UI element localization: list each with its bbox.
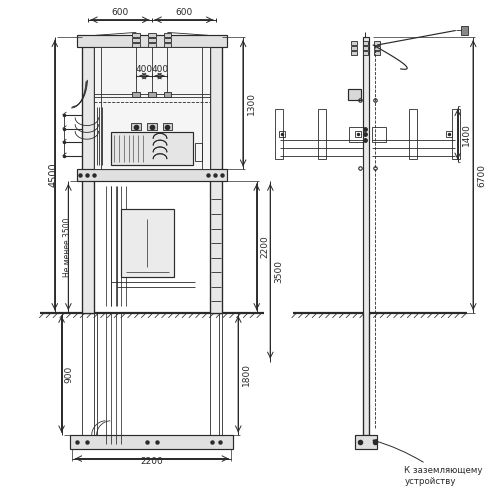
Bar xyxy=(452,109,460,158)
Bar xyxy=(460,26,468,35)
Bar xyxy=(164,43,172,47)
Bar xyxy=(132,123,141,131)
Text: 600: 600 xyxy=(176,8,192,17)
Bar xyxy=(147,123,156,131)
Bar xyxy=(132,38,140,42)
Bar xyxy=(132,43,140,47)
Bar xyxy=(374,51,380,55)
Bar xyxy=(164,33,172,37)
Bar xyxy=(132,33,140,37)
Text: Не менее 3500: Не менее 3500 xyxy=(64,217,72,277)
Bar xyxy=(279,132,285,137)
Text: 600: 600 xyxy=(111,8,128,17)
Bar xyxy=(318,109,326,158)
Bar xyxy=(148,33,156,37)
Bar xyxy=(362,41,368,45)
Bar xyxy=(349,127,362,142)
Bar xyxy=(148,43,156,47)
Text: 2200: 2200 xyxy=(260,236,270,258)
Bar xyxy=(164,38,172,42)
Bar xyxy=(362,51,368,55)
Text: 1300: 1300 xyxy=(247,92,256,115)
Bar xyxy=(362,46,368,50)
Bar xyxy=(162,123,172,131)
Text: 400: 400 xyxy=(136,65,152,74)
Bar xyxy=(94,47,210,169)
Bar xyxy=(194,143,202,160)
Bar xyxy=(355,132,360,137)
Bar xyxy=(77,169,227,181)
Bar xyxy=(111,132,192,165)
Bar xyxy=(210,37,222,313)
Bar xyxy=(351,51,356,55)
Bar xyxy=(82,37,94,313)
Bar xyxy=(132,92,140,98)
Text: 6700: 6700 xyxy=(477,164,486,187)
Bar xyxy=(148,92,156,98)
Bar xyxy=(148,38,156,42)
Bar xyxy=(446,132,452,137)
Bar xyxy=(70,435,234,449)
Bar xyxy=(348,89,360,100)
Bar xyxy=(351,46,356,50)
Text: 3500: 3500 xyxy=(274,260,283,283)
Bar xyxy=(355,435,377,449)
Text: 2200: 2200 xyxy=(140,457,163,466)
Bar xyxy=(362,37,370,435)
Bar xyxy=(164,92,172,98)
Text: 900: 900 xyxy=(64,365,74,383)
Text: 1800: 1800 xyxy=(242,363,251,386)
Text: 400: 400 xyxy=(151,65,168,74)
Bar xyxy=(374,41,380,45)
Bar xyxy=(351,41,356,45)
Bar xyxy=(372,127,386,142)
Bar xyxy=(121,209,174,277)
Text: 4500: 4500 xyxy=(48,163,58,188)
Bar xyxy=(77,35,227,47)
Bar xyxy=(275,109,283,158)
Text: К заземляющему
устройству: К заземляющему устройству xyxy=(373,440,483,486)
Bar xyxy=(374,46,380,50)
Bar xyxy=(210,313,222,437)
Bar xyxy=(409,109,417,158)
Bar xyxy=(82,313,94,437)
Text: 1400: 1400 xyxy=(462,123,470,146)
Bar xyxy=(82,37,94,313)
Bar xyxy=(210,37,222,313)
